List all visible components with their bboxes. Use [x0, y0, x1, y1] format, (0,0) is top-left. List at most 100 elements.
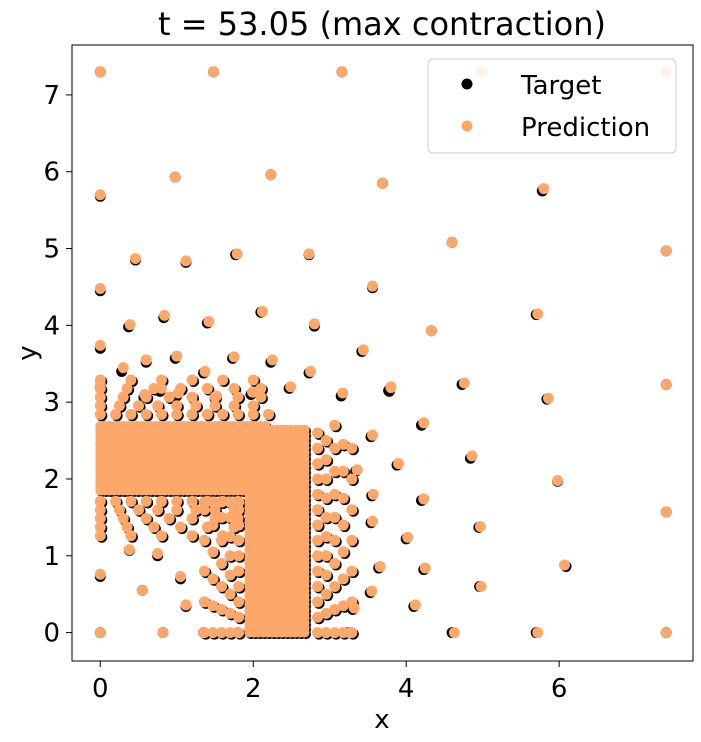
prediction-point	[224, 627, 236, 639]
prediction-point	[140, 408, 152, 420]
prediction-point	[320, 435, 332, 447]
x-tick-label: 2	[245, 674, 262, 704]
prediction-point	[140, 391, 152, 403]
prediction-point	[159, 309, 171, 321]
legend-prediction-label: Prediction	[521, 113, 650, 143]
prediction-point	[402, 531, 414, 543]
prediction-point	[329, 557, 341, 569]
prediction-point	[538, 183, 550, 195]
prediction-point	[255, 391, 267, 403]
prediction-point	[320, 588, 332, 600]
prediction-point	[198, 504, 210, 516]
prediction-point	[346, 442, 358, 454]
prediction-point	[337, 438, 349, 450]
y-axis-label: y	[13, 345, 43, 360]
prediction-point	[329, 442, 341, 454]
prediction-point	[233, 596, 245, 608]
prediction-point	[198, 627, 210, 639]
prediction-point	[337, 573, 349, 585]
prediction-point	[247, 400, 259, 412]
prediction-point	[152, 400, 164, 412]
prediction-point	[393, 458, 405, 470]
prediction-point	[155, 374, 167, 386]
prediction-point	[224, 607, 236, 619]
prediction-point	[224, 496, 236, 508]
prediction-point	[320, 454, 332, 466]
prediction-point	[233, 580, 245, 592]
prediction-point	[94, 568, 106, 580]
prediction-point	[171, 408, 183, 420]
prediction-point	[312, 488, 324, 500]
prediction-point	[209, 400, 221, 412]
prediction-point	[198, 596, 210, 608]
prediction-point	[367, 429, 379, 441]
prediction-point	[216, 511, 228, 523]
prediction-point	[125, 408, 137, 420]
prediction-point	[312, 504, 324, 516]
prediction-point	[312, 458, 324, 470]
prediction-point	[117, 391, 129, 403]
prediction-point	[148, 383, 160, 395]
prediction-point	[224, 588, 236, 600]
prediction-point	[190, 400, 202, 412]
prediction-point	[329, 604, 341, 616]
prediction-point	[320, 511, 332, 523]
prediction-point	[216, 496, 228, 508]
prediction-point	[207, 496, 219, 508]
prediction-point	[198, 496, 210, 508]
prediction-point	[367, 488, 379, 500]
prediction-point	[312, 580, 324, 592]
prediction-point	[418, 493, 430, 505]
prediction-point	[228, 351, 240, 363]
prediction-point	[94, 66, 106, 78]
prediction-core-cluster	[95, 420, 310, 638]
prediction-point	[94, 513, 106, 525]
prediction-point	[201, 408, 213, 420]
legend: Target Prediction	[427, 58, 677, 154]
prediction-point	[233, 550, 245, 562]
prediction-series	[94, 66, 672, 639]
prediction-point	[312, 473, 324, 485]
prediction-point	[209, 391, 221, 403]
prediction-point	[308, 318, 320, 330]
prediction-point	[329, 627, 341, 639]
prediction-point	[660, 378, 672, 390]
prediction-point	[374, 561, 386, 573]
y-tick-label: 6	[43, 158, 60, 188]
prediction-point	[94, 504, 106, 516]
prediction-point	[320, 550, 332, 562]
prediction-point	[448, 627, 460, 639]
prediction-point	[263, 408, 275, 420]
prediction-point	[233, 627, 245, 639]
prediction-point	[203, 316, 215, 328]
prediction-point	[312, 565, 324, 577]
prediction-point	[110, 495, 122, 507]
prediction-point	[117, 513, 129, 525]
prediction-point	[133, 504, 145, 516]
prediction-point	[466, 450, 478, 462]
prediction-point	[186, 374, 198, 386]
prediction-point	[351, 464, 363, 476]
prediction-point	[94, 374, 106, 386]
prediction-point	[346, 473, 358, 485]
prediction-point	[320, 627, 332, 639]
prediction-point	[140, 354, 152, 366]
prediction-point	[367, 515, 379, 527]
prediction-point	[169, 171, 181, 183]
plot-frame	[71, 44, 694, 662]
prediction-point	[366, 585, 378, 597]
prediction-point	[224, 569, 236, 581]
prediction-point	[121, 383, 133, 395]
chart-title: t = 53.05 (max contraction)	[158, 5, 606, 43]
core-marker	[299, 424, 310, 435]
prediction-point	[198, 565, 210, 577]
prediction-point	[329, 580, 341, 592]
prediction-point	[201, 383, 213, 395]
prediction-point	[320, 473, 332, 485]
prediction-point	[125, 495, 137, 507]
prediction-point	[233, 611, 245, 623]
prediction-point	[337, 519, 349, 531]
y-tick-label: 0	[43, 619, 60, 649]
prediction-point	[186, 530, 198, 542]
prediction-point	[186, 391, 198, 403]
